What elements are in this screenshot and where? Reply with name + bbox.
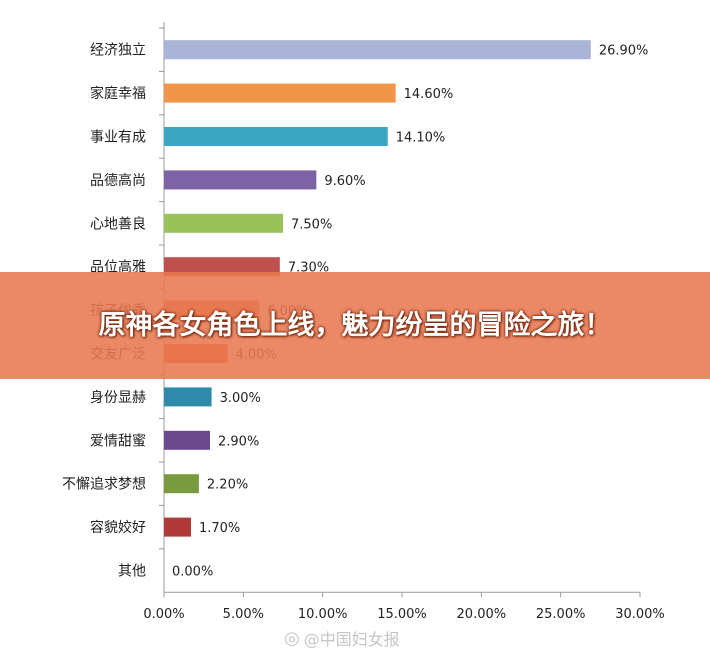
category-label: 不懈追求梦想 [62, 476, 146, 493]
data-label: 1.70% [199, 521, 240, 536]
category-label: 心地善良 [90, 216, 146, 232]
bar [164, 257, 280, 277]
data-label: 3.00% [220, 391, 261, 406]
category-label: 其他 [118, 564, 146, 580]
x-tick-label: 10.00% [298, 607, 348, 622]
data-label: 2.90% [218, 434, 259, 449]
data-label: 2.20% [207, 478, 248, 493]
category-label: 品位高雅 [90, 259, 146, 276]
watermark: ◎ @中国妇女报 [284, 626, 400, 650]
data-label: 7.50% [291, 217, 332, 232]
category-label: 容貌姣好 [90, 519, 146, 536]
bar [164, 213, 283, 233]
watermark-text: @中国妇女报 [303, 630, 400, 649]
category-label: 身份显赫 [90, 390, 146, 406]
x-tick-label: 25.00% [536, 607, 586, 622]
x-tick-label: 15.00% [377, 607, 427, 622]
data-label: 0.00% [172, 565, 213, 580]
bar [164, 170, 317, 190]
category-label: 品德高尚 [90, 172, 146, 189]
category-label: 爱情甜蜜 [90, 433, 146, 449]
bar [164, 83, 396, 103]
bar [164, 474, 199, 494]
bar [164, 517, 191, 537]
category-label: 家庭幸福 [90, 85, 146, 102]
banner-title: 原神各女角色上线，魅力纷呈的冒险之旅！ [98, 309, 612, 341]
x-tick-label: 0.00% [143, 607, 184, 622]
data-label: 14.60% [404, 87, 454, 102]
data-label: 26.90% [599, 44, 649, 59]
category-label: 经济独立 [90, 43, 146, 59]
bar [164, 430, 211, 450]
bar [164, 127, 388, 146]
data-label: 9.60% [324, 174, 365, 189]
category-label: 事业有成 [90, 130, 146, 146]
data-label: 14.10% [396, 131, 446, 146]
bar [164, 387, 212, 407]
x-tick-label: 5.00% [223, 607, 264, 622]
x-tick-label: 30.00% [615, 607, 665, 622]
weibo-icon: ◎ [284, 627, 300, 649]
title-banner: 原神各女角色上线，魅力纷呈的冒险之旅！ [0, 272, 710, 379]
data-label: 7.30% [288, 261, 329, 276]
bar [164, 40, 591, 60]
x-tick-label: 20.00% [457, 607, 507, 622]
